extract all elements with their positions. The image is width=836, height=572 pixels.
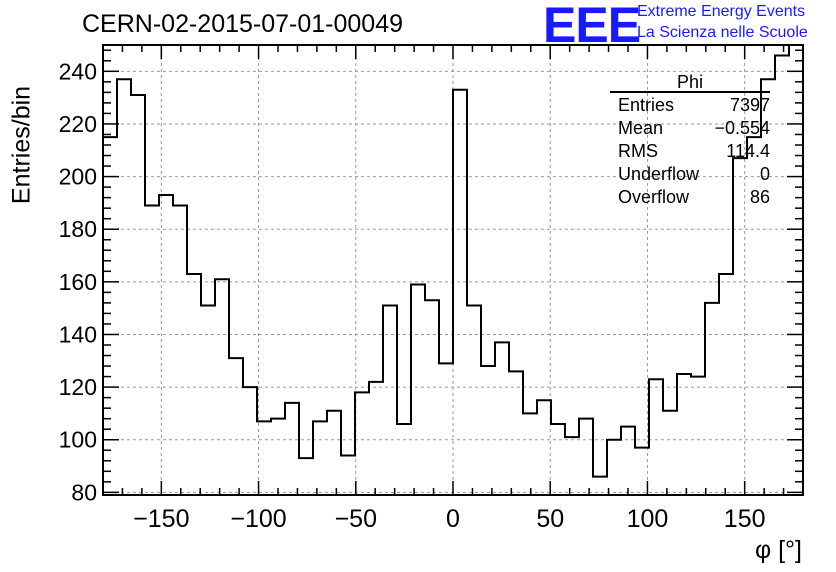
stats-row-mean: Mean −0.554 (610, 117, 770, 140)
chart-title: CERN-02-2015-07-01-00049 (82, 10, 404, 38)
stats-row-entries: Entries 7397 (610, 94, 770, 117)
stats-value: −0.554 (714, 118, 770, 138)
logo-caption-line2: La Scienza nelle Scuole (637, 24, 808, 41)
y-tick-label: 200 (59, 164, 97, 190)
stats-label: Mean (618, 118, 664, 138)
x-tick-label: 50 (536, 505, 564, 533)
stats-row-overflow: Overflow 86 (610, 186, 770, 209)
y-tick-label: 180 (59, 216, 97, 242)
stats-value: 0 (759, 164, 770, 184)
stats-value: 114.4 (726, 141, 770, 161)
y-tick-label: 120 (59, 374, 97, 400)
x-tick-label: 100 (627, 505, 669, 533)
axis-ticks (102, 45, 804, 495)
y-tick-label: 240 (59, 58, 97, 84)
x-tick-label: −150 (133, 505, 189, 533)
histogram-series-phi (103, 44, 803, 478)
stats-row-underflow: Underflow 0 (610, 163, 770, 186)
y-tick-label: 140 (59, 321, 97, 347)
x-axis-label: φ [°] (754, 536, 802, 564)
y-tick-label: 160 (59, 269, 97, 295)
stats-label: Underflow (618, 164, 700, 184)
x-tick-label: 0 (446, 505, 460, 533)
stats-row-rms: RMS 114.4 (610, 140, 770, 163)
y-axis-label: Entries/bin (7, 85, 36, 205)
stats-box: Phi Entries 7397 Mean −0.554 RMS 114.4 U… (610, 71, 770, 209)
logo-caption-line1: Extreme Energy Events (637, 3, 806, 20)
y-tick-labels: 80 100 120 140 160 180 200 220 240 (59, 58, 97, 505)
stats-title: Phi (610, 71, 770, 93)
y-tick-label: 80 (71, 479, 97, 505)
stats-label: Overflow (618, 187, 690, 207)
eee-logo: EEE (543, 0, 641, 53)
y-tick-label: 100 (59, 427, 97, 453)
x-tick-label: 150 (724, 505, 766, 533)
y-axis-label-box: Entries/bin (6, 86, 38, 204)
stats-value: 7397 (729, 95, 770, 115)
x-tick-label: −50 (335, 505, 377, 533)
x-tick-label: −100 (230, 505, 286, 533)
stats-label: RMS (618, 141, 658, 161)
stats-label: Entries (618, 95, 675, 115)
y-tick-label: 220 (59, 111, 97, 137)
x-tick-labels: −150 −100 −50 0 50 100 150 (133, 505, 765, 533)
stats-value: 86 (749, 187, 770, 207)
plot-frame (102, 44, 804, 496)
